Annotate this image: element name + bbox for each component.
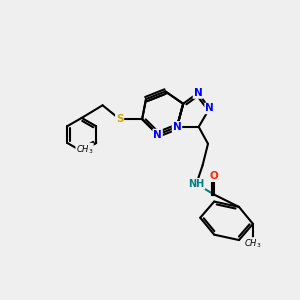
- Text: N: N: [205, 103, 214, 113]
- Text: N: N: [172, 122, 182, 132]
- Text: O: O: [210, 171, 219, 181]
- Text: N: N: [153, 130, 162, 140]
- Text: S: S: [116, 114, 123, 124]
- Text: $\mathit{CH_3}$: $\mathit{CH_3}$: [76, 143, 93, 156]
- Text: N: N: [194, 88, 202, 98]
- Text: $\mathit{CH_3}$: $\mathit{CH_3}$: [244, 238, 262, 250]
- Text: NH: NH: [188, 179, 205, 189]
